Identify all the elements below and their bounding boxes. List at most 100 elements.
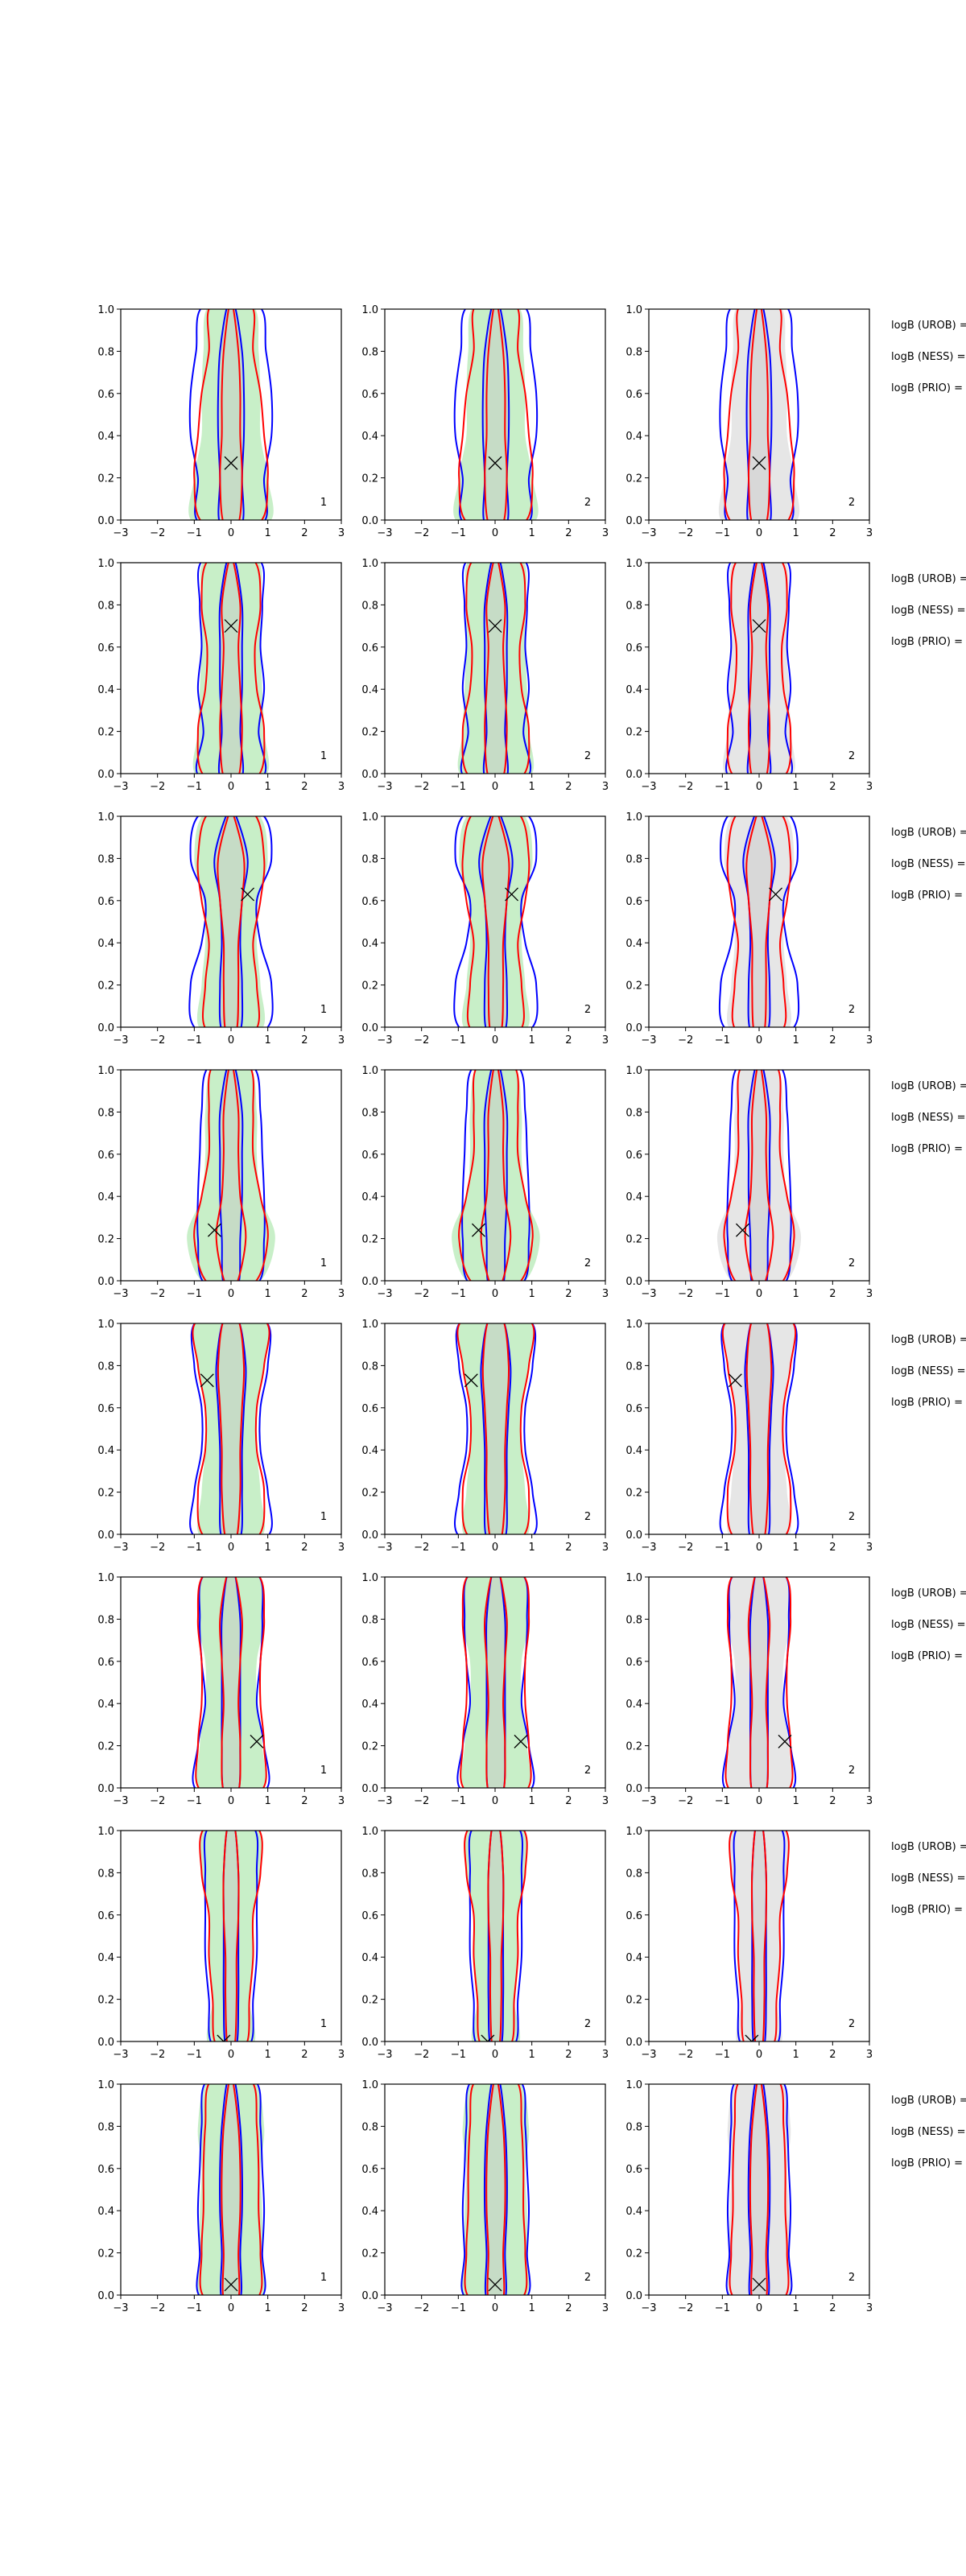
x-tick-label: −3 bbox=[377, 781, 392, 793]
red-contour-outer bbox=[196, 563, 266, 774]
y-tick-label: 0.4 bbox=[361, 2206, 378, 2218]
logB-label: logB (PRIO) = bbox=[891, 1397, 963, 1409]
x-tick-label: −2 bbox=[678, 2049, 693, 2061]
x-tick-label: −3 bbox=[377, 1795, 392, 1807]
y-tick-label: 0.4 bbox=[97, 684, 114, 696]
x-tick-label: 0 bbox=[228, 2302, 234, 2314]
red-contour-outer bbox=[729, 1831, 790, 2041]
y-tick-label: 0.2 bbox=[361, 1995, 378, 2007]
x-tick-label: 3 bbox=[338, 1542, 345, 1554]
panel-corner-label: 2 bbox=[584, 750, 591, 762]
panel-r3-c3: −3 −2 −1 0 1 2 3 0.0 0.2 0.4 0.6 0.8 1.0 2 bbox=[625, 811, 873, 1046]
x-tick-label: 0 bbox=[228, 527, 234, 539]
x-tick-label: −3 bbox=[377, 1542, 392, 1554]
x-tick-label: −2 bbox=[414, 1542, 429, 1554]
panel-r8-c1: −3 −2 −1 0 1 2 3 0.0 0.2 0.4 0.6 0.8 1.0 1 bbox=[97, 2079, 345, 2314]
blue-contour-inner bbox=[747, 2084, 771, 2295]
x-tick-label: 2 bbox=[829, 1034, 836, 1046]
y-tick-label: 0.8 bbox=[361, 1360, 378, 1373]
y-tick-label: 0.2 bbox=[361, 1488, 378, 1500]
x-tick-label: −2 bbox=[414, 1034, 429, 1046]
red-contour-inner bbox=[215, 1070, 247, 1281]
contours bbox=[453, 309, 539, 520]
blue-contour-outer bbox=[460, 563, 532, 774]
density-fill-inner bbox=[216, 1323, 246, 1534]
y-tick-label: 0.2 bbox=[625, 980, 642, 993]
density-fill-inner bbox=[748, 2084, 770, 2295]
blue-contour-outer bbox=[196, 1070, 266, 1281]
y-tick-label: 0.0 bbox=[625, 1022, 642, 1034]
panel-r1-c3: −3 −2 −1 0 1 2 3 0.0 0.2 0.4 0.6 0.8 1.0 2 bbox=[625, 304, 873, 539]
x-tick-label: 2 bbox=[565, 781, 572, 793]
x-tick-label: 0 bbox=[228, 1288, 234, 1300]
y-tick-label: 0.0 bbox=[97, 1022, 114, 1034]
x-tick-label: 2 bbox=[301, 781, 308, 793]
y-tick-label: 0.8 bbox=[625, 1107, 642, 1119]
panel-corner-label: 2 bbox=[584, 1511, 591, 1523]
panel-r1-c2: −3 −2 −1 0 1 2 3 0.0 0.2 0.4 0.6 0.8 1.0 2 bbox=[361, 304, 609, 539]
true-value-marker bbox=[241, 887, 255, 902]
x-tick-label: −3 bbox=[377, 1034, 392, 1046]
panel-corner-label: 1 bbox=[320, 750, 327, 762]
red-contour-inner bbox=[481, 1323, 510, 1534]
contours bbox=[456, 1577, 535, 1788]
x-tick-label: −3 bbox=[113, 1795, 128, 1807]
x-tick-label: −3 bbox=[113, 527, 128, 539]
x-tick-label: 2 bbox=[301, 2302, 308, 2314]
density-fill-inner bbox=[483, 563, 509, 774]
y-tick-label: 0.2 bbox=[97, 2248, 114, 2260]
y-tick-label: 0.4 bbox=[361, 1699, 378, 1711]
contours bbox=[192, 563, 270, 774]
y-tick-label: 1.0 bbox=[625, 2079, 642, 2091]
x-tick-label: 1 bbox=[529, 2302, 535, 2314]
x-tick-label: 2 bbox=[301, 1288, 308, 1300]
x-tick-label: −2 bbox=[150, 781, 165, 793]
x-tick-label: −1 bbox=[451, 1542, 466, 1554]
y-tick-label: 0.8 bbox=[625, 346, 642, 358]
x-tick-label: 0 bbox=[228, 1034, 234, 1046]
x-tick-label: 2 bbox=[301, 527, 308, 539]
blue-contour-outer bbox=[203, 1831, 259, 2041]
y-tick-label: 0.8 bbox=[361, 853, 378, 865]
y-tick-label: 1.0 bbox=[625, 1065, 642, 1077]
panel-r8-c2: −3 −2 −1 0 1 2 3 0.0 0.2 0.4 0.6 0.8 1.0 2 bbox=[361, 2079, 609, 2314]
panel-corner-label: 2 bbox=[848, 2018, 855, 2030]
true-value-marker bbox=[224, 619, 238, 634]
density-fill-inner bbox=[217, 309, 245, 520]
y-tick-label: 1.0 bbox=[625, 1319, 642, 1331]
x-tick-label: 2 bbox=[301, 1034, 308, 1046]
x-tick-label: −1 bbox=[715, 1542, 730, 1554]
y-tick-label: 0.0 bbox=[625, 515, 642, 527]
x-tick-label: −2 bbox=[150, 1795, 165, 1807]
y-tick-label: 0.4 bbox=[625, 1445, 642, 1457]
x-tick-label: 3 bbox=[602, 1288, 609, 1300]
x-tick-label: 0 bbox=[756, 1034, 762, 1046]
blue-contour-outer bbox=[188, 309, 274, 520]
x-tick-label: −1 bbox=[715, 1288, 730, 1300]
x-tick-label: 1 bbox=[529, 1034, 535, 1046]
x-tick-label: −3 bbox=[641, 1034, 656, 1046]
blue-contour-inner bbox=[751, 1831, 767, 2041]
x-tick-label: −1 bbox=[187, 1795, 202, 1807]
y-tick-label: 1.0 bbox=[97, 1572, 114, 1584]
y-tick-label: 0.0 bbox=[625, 1783, 642, 1795]
x-tick-label: −1 bbox=[451, 2302, 466, 2314]
y-tick-label: 0.6 bbox=[625, 642, 642, 654]
x-tick-label: 0 bbox=[756, 1288, 762, 1300]
red-contour-outer bbox=[726, 816, 792, 1027]
y-tick-label: 0.0 bbox=[361, 1022, 378, 1034]
panel-corner-label: 1 bbox=[320, 2018, 327, 2030]
x-tick-label: −1 bbox=[187, 1542, 202, 1554]
panel-r2-c2: −3 −2 −1 0 1 2 3 0.0 0.2 0.4 0.6 0.8 1.0 2 bbox=[361, 558, 609, 793]
x-tick-label: 2 bbox=[301, 2049, 308, 2061]
x-tick-label: 1 bbox=[529, 1795, 535, 1807]
density-fill-inner bbox=[223, 1831, 239, 2041]
true-value-marker bbox=[488, 456, 502, 470]
red-contour-inner bbox=[217, 816, 246, 1027]
blue-contour-inner bbox=[217, 563, 245, 774]
red-contour-outer bbox=[458, 309, 534, 520]
x-tick-label: 1 bbox=[793, 1542, 799, 1554]
logB-label: logB (NESS) = bbox=[891, 1619, 965, 1631]
x-tick-label: 0 bbox=[756, 781, 762, 793]
